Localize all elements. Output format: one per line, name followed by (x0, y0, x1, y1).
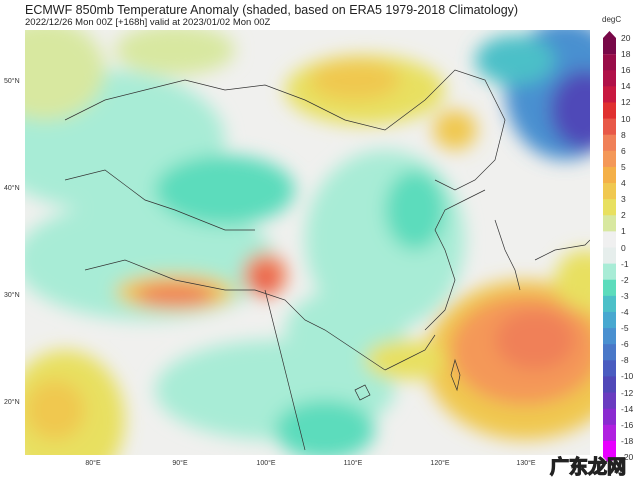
colorbar-tick-label: -10 (621, 371, 634, 382)
colorbar-tick-label: 10 (621, 113, 631, 124)
colorbar-tick-label: 20 (621, 33, 631, 43)
colorbar-tick-label: 16 (621, 65, 631, 76)
colorbar-bin (603, 166, 616, 184)
colorbar-bin (603, 150, 616, 168)
colorbar-tick-label: -5 (621, 323, 629, 334)
colorbar-tick-label: -3 (621, 290, 629, 301)
colorbar-tick-label: -1 (621, 258, 629, 269)
colorbar-bin (603, 134, 616, 152)
colorbar-bin (603, 279, 616, 297)
colorbar-tick-label: 0 (621, 242, 626, 253)
lon-label-130e: 130°E (516, 460, 536, 467)
colorbar-tick-label: 2 (621, 210, 626, 221)
colorbar-bin (603, 328, 616, 345)
colorbar-tick-label: -8 (621, 355, 629, 366)
colorbar-bin (603, 102, 616, 120)
colorbar-bin (603, 424, 616, 442)
lon-label-100e: 100°E (256, 460, 276, 467)
colorbar-tick-label: -12 (621, 387, 634, 398)
colorbar-bin (603, 344, 616, 361)
colorbar-bin (603, 31, 616, 55)
colorbar-tick-label: 4 (621, 178, 626, 189)
colorbar-tick-label: 6 (621, 145, 626, 156)
colorbar-bin (603, 408, 616, 426)
colorbar-bin (603, 440, 616, 464)
lon-label-90e: 90°E (172, 460, 188, 467)
colorbar-tick-label: -16 (621, 419, 634, 430)
colorbar-bin (603, 392, 616, 410)
colorbar-tick-label: 1 (621, 226, 626, 237)
colorbar-tick-label: 14 (621, 81, 631, 92)
colorbar-tick-label: 8 (621, 129, 626, 140)
watermark: 广东龙网 (549, 456, 627, 478)
colorbar-bin (603, 70, 616, 87)
colorbar-tick-label: 3 (621, 194, 626, 205)
colorbar-tick-label: 5 (621, 161, 626, 172)
colorbar-unit: degC (602, 15, 622, 24)
lon-label-120e: 120°E (430, 460, 450, 467)
colorbar-bin (603, 199, 616, 216)
colorbar-bin (603, 376, 616, 394)
lat-label-50n: 50°N (4, 78, 20, 85)
colorbar-bin (603, 231, 616, 248)
colorbar-tick-label: -2 (621, 274, 629, 285)
colorbar-tick-label: -4 (621, 306, 629, 317)
map-title: ECMWF 850mb Temperature Anomaly (shaded,… (25, 3, 519, 17)
colorbar-bin (603, 215, 616, 232)
colorbar-tick-label: 12 (621, 97, 631, 108)
colorbar-bin (603, 247, 616, 265)
colorbar-bin (603, 311, 616, 329)
colorbar-bin (603, 360, 616, 377)
colorbar-tick-label: -20 (621, 452, 634, 462)
colorbar-tick-label: 18 (621, 49, 631, 60)
lat-label-40n: 40°N (4, 185, 20, 192)
colorbar-bin (603, 118, 616, 136)
lon-label-110e: 110°E (343, 460, 363, 467)
colorbar-bin (603, 263, 616, 281)
lat-label-20n: 20°N (4, 399, 20, 406)
colorbar-tick-label: -6 (621, 339, 629, 350)
colorbar-bin (603, 183, 616, 200)
colorbar-bin (603, 295, 616, 313)
country-borders (64, 69, 590, 451)
map-subtitle: 2022/12/26 Mon 00Z [+168h] valid at 2023… (25, 17, 271, 28)
lon-label-80e: 80°E (85, 460, 101, 467)
colorbar-tick-label: -14 (621, 403, 634, 414)
temperature-anomaly-map (25, 30, 590, 455)
colorbar-bin (603, 86, 616, 103)
colorbar-tick-label: -18 (621, 435, 634, 446)
colorbar (603, 31, 616, 464)
lat-label-30n: 30°N (4, 292, 20, 299)
colorbar-bin (603, 54, 616, 71)
